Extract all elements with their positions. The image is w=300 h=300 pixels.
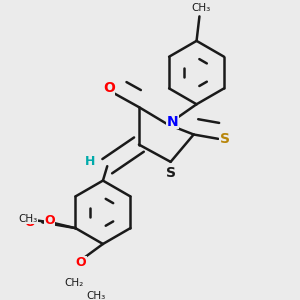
Text: O: O (21, 214, 32, 227)
Text: H: H (85, 155, 95, 168)
Text: CH₃: CH₃ (86, 291, 105, 300)
Text: O: O (103, 81, 115, 95)
Text: O: O (24, 216, 35, 229)
Text: S: S (220, 132, 230, 146)
Text: CH₂: CH₂ (64, 278, 84, 288)
Text: CH₃: CH₃ (18, 214, 38, 224)
Text: O: O (44, 214, 55, 227)
Text: S: S (166, 167, 176, 180)
Text: CH₃: CH₃ (191, 3, 211, 13)
Text: N: N (167, 115, 179, 128)
Text: O: O (75, 256, 86, 269)
